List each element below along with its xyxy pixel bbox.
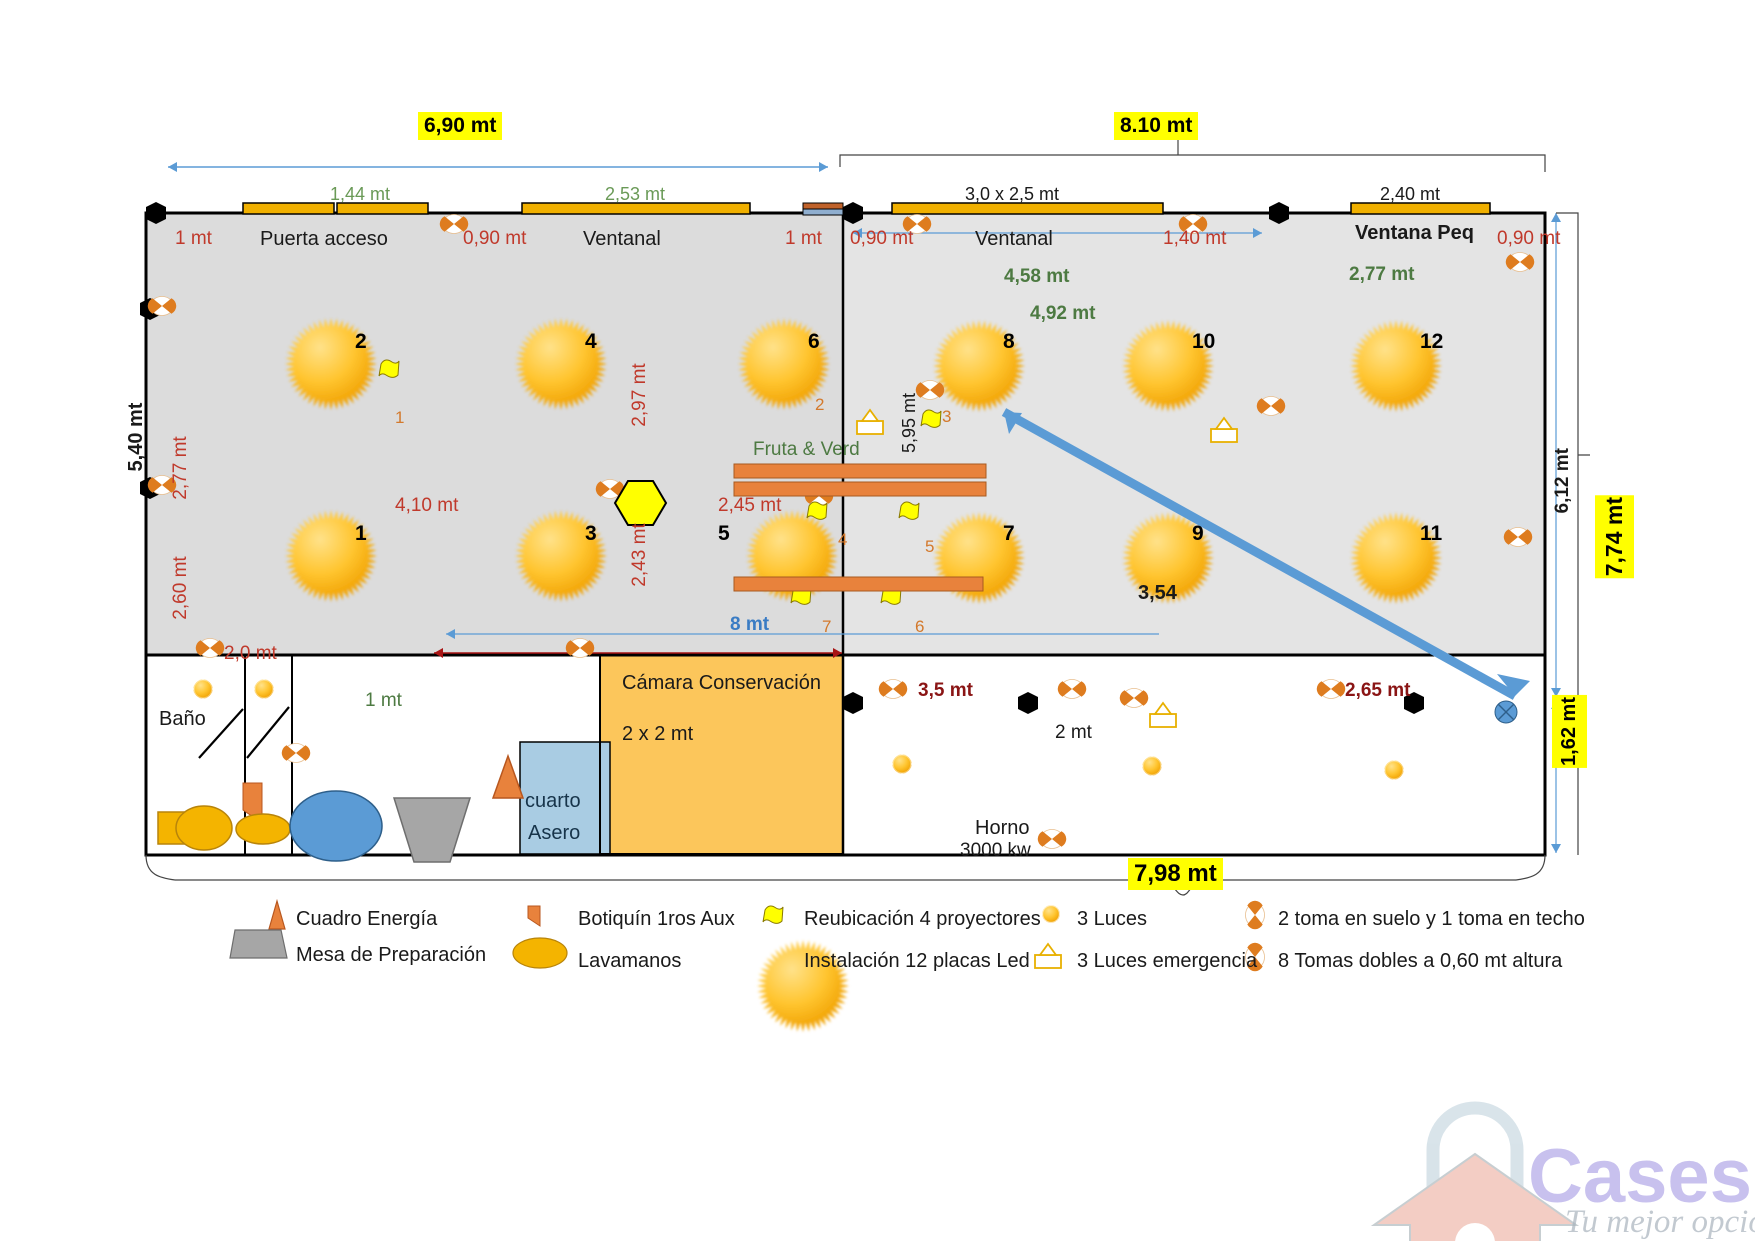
svg-text:5,40 mt: 5,40 mt: [125, 402, 147, 471]
svg-text:Tu mejor opción: Tu mejor opción: [1565, 1204, 1755, 1240]
svg-text:2,97 mt: 2,97 mt: [629, 363, 650, 427]
svg-text:2,77 mt: 2,77 mt: [170, 436, 191, 500]
svg-text:2,43 mt: 2,43 mt: [629, 523, 650, 587]
svg-text:5,95 mt: 5,95 mt: [899, 393, 919, 453]
svg-text:2,60 mt: 2,60 mt: [170, 556, 191, 620]
